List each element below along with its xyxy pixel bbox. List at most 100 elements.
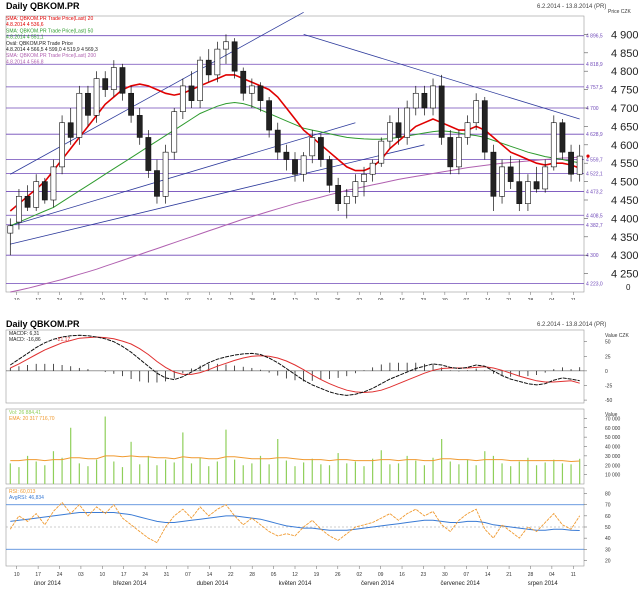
- candle-body: [499, 166, 505, 197]
- rsi-tick-label-2: 40: [605, 536, 611, 542]
- candle-23: [205, 49, 212, 83]
- price-axis-label: Price CZK: [608, 9, 631, 15]
- rsi-tick-label-1: 30: [605, 547, 611, 553]
- ind-x-tick-label-13: 12: [292, 572, 298, 578]
- volume-tick-label-6: 70 000: [605, 416, 621, 422]
- candle-body: [335, 184, 342, 204]
- macd-legend-1: MACD: -16,86: [9, 337, 41, 343]
- rsi-tick-label-0: 20: [605, 558, 611, 564]
- candle-body: [326, 159, 333, 186]
- ind-x-tick-label-19: 23: [421, 572, 427, 578]
- price-tick-label-5: 4 500: [611, 177, 639, 189]
- level-label-6: 4 522,1: [586, 171, 603, 177]
- candle-body: [361, 173, 367, 182]
- subchart-date-range: 6.2.2014 - 13.8.2014 (PR): [537, 322, 607, 328]
- candle-body: [171, 111, 178, 153]
- macd-plot-area: [5, 329, 585, 404]
- candle-body: [542, 166, 549, 190]
- candle-body: [128, 92, 134, 116]
- volume-axis-label: Value: [605, 412, 618, 418]
- rsi-tick-label-4: 60: [605, 514, 611, 520]
- candle-body: [576, 155, 583, 175]
- ind-x-tick-label-1: 17: [35, 572, 41, 578]
- candle-body: [162, 151, 169, 197]
- candle-4: [41, 177, 48, 204]
- candle-body: [85, 92, 91, 116]
- x-tick-label-23: 21: [506, 298, 512, 300]
- candle-29: [257, 82, 264, 112]
- candle-body: [550, 122, 557, 168]
- level-label-2: 4 757,5: [586, 85, 603, 91]
- rsi-legend-0: RSI: 60,013: [9, 489, 36, 495]
- candle-7: [67, 108, 74, 145]
- ind-x-tick-label-17: 09: [378, 572, 384, 578]
- candle-body: [490, 151, 497, 197]
- date-range: 6.2.2014 - 13.8.2014 (PR): [537, 4, 607, 10]
- rsi-average-line: [10, 512, 580, 531]
- macd-line: [10, 334, 580, 396]
- candle-body: [248, 85, 255, 94]
- candle-6: [59, 115, 65, 175]
- candle-54: [473, 93, 480, 131]
- candle-49: [430, 78, 436, 116]
- candle-body: [145, 137, 152, 171]
- macd-legend-2: -21,17: [56, 337, 70, 343]
- candle-body: [179, 85, 186, 112]
- x-tick-label-0: 10: [14, 298, 20, 300]
- x-tick-label-9: 14: [207, 298, 213, 300]
- legend-entry-3: 4.8.2014 4 551,1: [6, 35, 44, 41]
- price-tick-label-13: 4 900: [611, 29, 639, 41]
- candle-body: [481, 100, 488, 153]
- candle-50: [438, 74, 445, 145]
- candle-57: [499, 159, 505, 204]
- legend-entry-1: 4.8.2014 4 536,6: [6, 22, 44, 28]
- candle-62: [542, 159, 549, 193]
- level-label-7: 4 473,2: [586, 189, 603, 195]
- candle-21: [188, 71, 195, 108]
- candle-body: [387, 122, 393, 142]
- candle-22: [197, 56, 203, 108]
- x-tick-label-8: 07: [185, 298, 191, 300]
- ind-x-month-label-1: březen 2014: [113, 581, 147, 587]
- trendline-1: [10, 122, 356, 227]
- rsi-tick-label-6: 80: [605, 492, 611, 498]
- x-tick-label-11: 28: [249, 298, 255, 300]
- level-label-3: 4 700: [586, 106, 599, 112]
- candle-12: [110, 60, 117, 97]
- candle-31: [274, 122, 281, 160]
- candle-body: [412, 92, 419, 109]
- macd-tick-label-3: 25: [605, 354, 611, 360]
- candle-body: [197, 59, 203, 101]
- ind-x-tick-label-6: 24: [142, 572, 148, 578]
- candle-body: [533, 181, 540, 190]
- x-tick-label-1: 17: [35, 298, 41, 300]
- ind-x-month-label-2: duben 2014: [197, 581, 229, 587]
- candle-3: [33, 174, 40, 212]
- candle-body: [154, 170, 160, 197]
- trendline-2: [10, 144, 425, 245]
- sma200-line: [10, 156, 580, 293]
- candle-56: [490, 144, 497, 212]
- ind-x-tick-label-22: 14: [485, 572, 491, 578]
- candle-body: [24, 196, 31, 208]
- candle-65: [568, 144, 574, 182]
- x-tick-label-10: 22: [228, 298, 234, 300]
- candle-body: [404, 107, 411, 138]
- price-chart: 4 896,5 4 818,9 4 757,5 4 700 4 628,9 4 559,7…: [5, 9, 639, 300]
- ind-x-tick-label-23: 21: [506, 572, 512, 578]
- candle-40: [352, 174, 359, 204]
- ind-x-tick-label-7: 31: [164, 572, 170, 578]
- legend-entry-7: 4.8.2014 4 566,8: [6, 59, 44, 65]
- macd-tick-label-4: 50: [605, 340, 611, 346]
- volume-legend-0: Vol: 26 884,41: [9, 410, 41, 416]
- candle-body: [317, 137, 324, 160]
- candle-39: [343, 188, 350, 219]
- ind-x-tick-label-16: 02: [356, 572, 362, 578]
- x-tick-label-5: 17: [121, 298, 127, 300]
- candle-body: [352, 181, 359, 197]
- rsi-tick-label-3: 50: [605, 525, 611, 531]
- candle-30: [266, 96, 273, 138]
- price-tick-label-6: 4 550: [611, 158, 639, 170]
- candle-59: [516, 159, 523, 212]
- candle-body: [266, 100, 273, 131]
